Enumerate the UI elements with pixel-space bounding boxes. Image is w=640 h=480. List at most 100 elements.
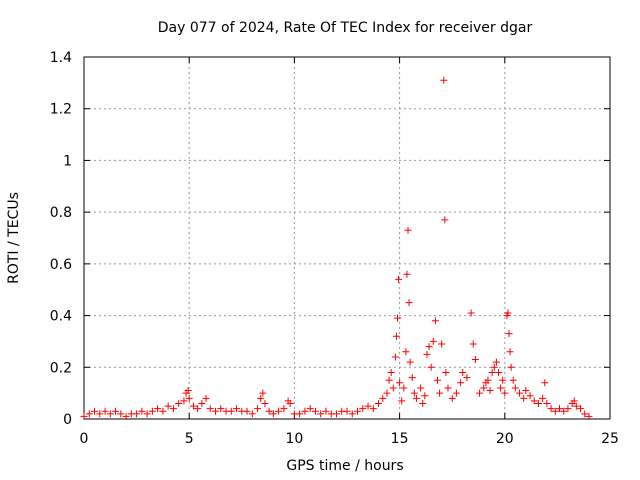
data-point xyxy=(419,399,427,407)
y-tick-labels: 0 0.2 0.4 0.6 0.8 1 1.2 1.4 xyxy=(50,50,72,428)
data-point xyxy=(243,407,251,415)
data-point xyxy=(261,399,269,407)
data-point xyxy=(185,394,193,402)
data-point xyxy=(506,348,514,356)
data-point xyxy=(275,407,283,415)
x-tick-labels: 0 5 10 15 20 25 xyxy=(80,431,619,447)
data-point xyxy=(389,384,397,392)
data-point xyxy=(541,379,549,387)
data-point xyxy=(404,226,412,234)
data-point xyxy=(421,392,429,400)
data-point xyxy=(101,407,109,415)
data-point xyxy=(441,216,449,224)
data-point xyxy=(490,363,498,371)
data-point xyxy=(564,405,572,413)
grid-lines xyxy=(84,57,610,419)
data-point xyxy=(440,76,448,84)
data-point xyxy=(359,405,367,413)
data-point xyxy=(429,337,437,345)
data-point xyxy=(403,270,411,278)
data-point xyxy=(122,412,130,420)
data-point xyxy=(106,410,114,418)
data-point xyxy=(520,394,528,402)
data-point xyxy=(398,397,406,405)
data-point xyxy=(570,397,578,405)
data-point xyxy=(406,358,414,366)
data-point xyxy=(471,356,479,364)
data-point xyxy=(259,389,267,397)
data-point xyxy=(448,394,456,402)
data-point xyxy=(410,389,418,397)
data-point xyxy=(425,343,433,351)
x-tick-label: 10 xyxy=(285,431,303,447)
data-point xyxy=(254,405,262,413)
data-points xyxy=(80,76,593,420)
data-point xyxy=(457,379,465,387)
data-point xyxy=(436,389,444,397)
data-point xyxy=(269,410,277,418)
y-tick-label: 1.2 xyxy=(50,102,72,118)
data-point xyxy=(385,376,393,384)
data-point xyxy=(91,407,99,415)
data-point xyxy=(212,407,219,415)
y-tick-label: 0 xyxy=(63,412,72,428)
data-point xyxy=(488,368,496,376)
y-tick-label: 0.4 xyxy=(50,309,72,325)
data-point xyxy=(194,405,202,413)
data-point xyxy=(198,399,206,407)
data-point xyxy=(476,389,484,397)
data-point xyxy=(442,368,450,376)
data-point xyxy=(408,374,416,382)
data-point xyxy=(248,410,256,418)
data-point xyxy=(85,410,93,418)
data-point xyxy=(400,384,408,392)
data-point xyxy=(387,368,395,376)
data-point xyxy=(556,405,564,413)
data-point xyxy=(112,407,120,415)
data-point xyxy=(492,358,500,366)
data-point xyxy=(417,384,425,392)
data-point xyxy=(423,350,431,358)
data-point xyxy=(80,412,88,420)
data-point xyxy=(530,397,538,405)
data-point xyxy=(469,340,477,348)
data-point xyxy=(572,402,580,410)
data-point xyxy=(364,402,372,410)
data-point xyxy=(306,405,314,413)
data-point xyxy=(133,410,141,418)
data-point xyxy=(467,309,475,317)
data-point xyxy=(577,405,585,413)
data-point xyxy=(581,410,589,418)
y-tick-label: 1.4 xyxy=(50,50,72,66)
data-point xyxy=(311,407,319,415)
data-point xyxy=(189,402,197,410)
data-point xyxy=(169,405,177,413)
data-point xyxy=(206,405,214,413)
axis-ticks xyxy=(83,56,611,420)
data-point xyxy=(379,394,387,402)
data-point xyxy=(280,405,288,413)
data-point xyxy=(332,410,340,418)
data-point xyxy=(452,389,460,397)
data-point xyxy=(343,407,351,415)
data-point xyxy=(348,410,356,418)
data-point xyxy=(499,376,507,384)
data-point xyxy=(463,374,471,382)
data-point xyxy=(494,368,502,376)
data-point xyxy=(438,340,446,348)
data-point xyxy=(375,399,383,407)
data-point xyxy=(507,363,515,371)
data-point xyxy=(148,407,156,415)
y-tick-label: 0.6 xyxy=(50,257,72,273)
y-tick-label: 0.8 xyxy=(50,205,72,221)
data-point xyxy=(202,394,210,402)
data-point xyxy=(227,407,235,415)
data-point xyxy=(286,399,294,407)
data-point xyxy=(96,410,104,418)
data-point xyxy=(217,405,225,413)
data-point xyxy=(444,384,452,392)
data-point xyxy=(296,410,304,418)
data-point xyxy=(551,407,559,415)
x-tick-label: 0 xyxy=(80,431,89,447)
